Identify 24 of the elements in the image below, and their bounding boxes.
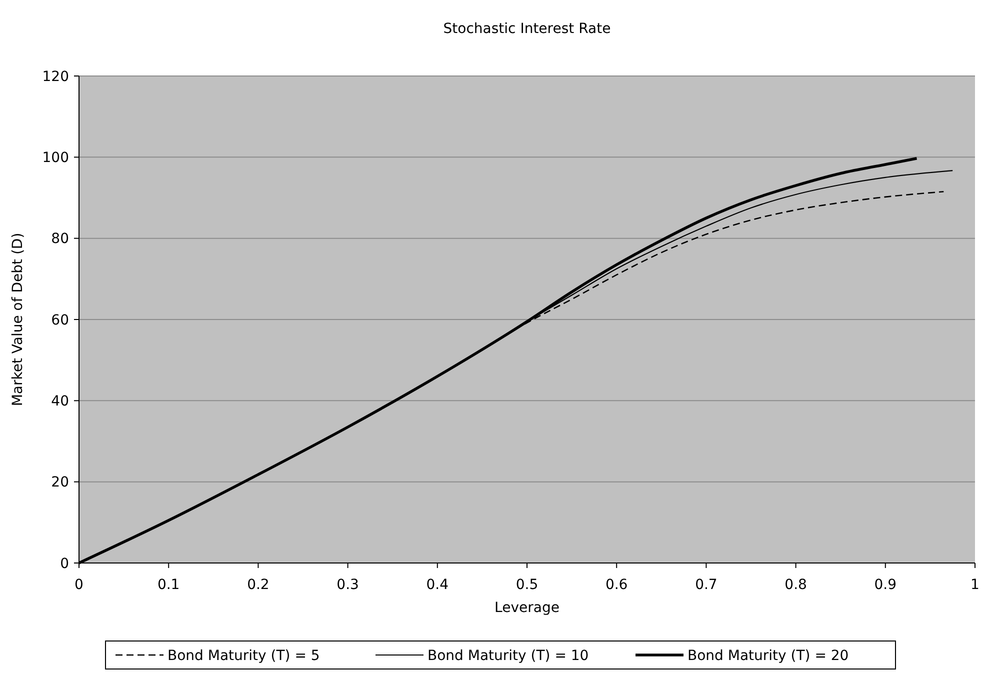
y-axis-title: Market Value of Debt (D): [10, 232, 26, 406]
x-tick-label: 0.9: [874, 577, 897, 593]
x-tick-label: 0.1: [157, 577, 180, 593]
x-tick-label: 0.8: [784, 577, 807, 593]
y-tick-label: 60: [51, 312, 69, 328]
legend-label: Bond Maturity (T) = 20: [688, 648, 849, 664]
y-tick-label: 40: [51, 394, 69, 410]
y-tick-label: 100: [42, 150, 69, 166]
x-tick-label: 0.3: [336, 577, 359, 593]
x-tick-label: 0.2: [247, 577, 270, 593]
legend-label: Bond Maturity (T) = 5: [168, 648, 320, 664]
x-axis-title: Leverage: [494, 600, 560, 616]
x-tick-label: 0: [74, 577, 84, 593]
x-tick-label: 0.6: [605, 577, 628, 593]
x-tick-label: 0.5: [516, 577, 538, 593]
chart-title: Stochastic Interest Rate: [443, 21, 611, 37]
legend-label: Bond Maturity (T) = 10: [428, 648, 589, 664]
y-tick-label: 0: [60, 556, 69, 572]
y-tick-label: 120: [42, 68, 69, 85]
x-tick-label: 1: [970, 577, 980, 593]
y-tick-label: 20: [51, 474, 69, 491]
x-tick-label: 0.4: [426, 577, 449, 593]
x-tick-label: 0.7: [695, 577, 718, 593]
y-tick-label: 80: [51, 231, 69, 248]
